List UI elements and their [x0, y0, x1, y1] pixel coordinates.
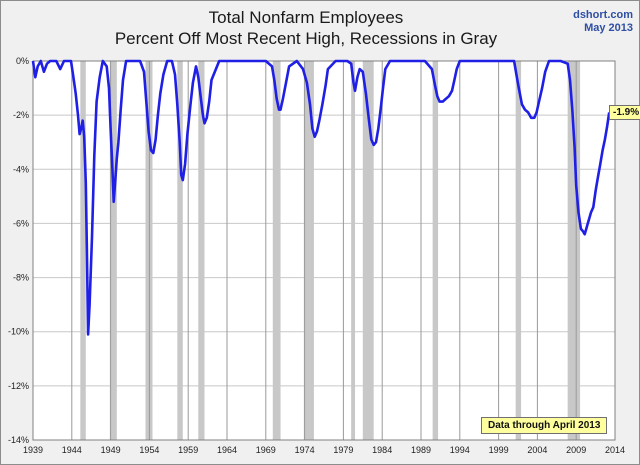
recession-band	[432, 61, 439, 440]
recession-band	[515, 61, 522, 440]
x-tick-label: 2014	[605, 445, 625, 455]
y-tick-label: -6%	[13, 218, 29, 228]
recession-band	[80, 61, 86, 440]
recession-band	[109, 61, 117, 440]
x-tick-label: 1954	[139, 445, 159, 455]
x-tick-label: 1984	[372, 445, 392, 455]
series-line	[31, 59, 611, 336]
last-value-label: -1.9%	[609, 105, 640, 120]
x-tick-label: 1974	[295, 445, 315, 455]
y-tick-label: 0%	[16, 56, 29, 66]
chart-title: Total Nonfarm Employees	[208, 8, 404, 27]
data-through-note: Data through April 2013	[481, 417, 608, 434]
recession-band	[177, 61, 183, 440]
x-tick-label: 1959	[178, 445, 198, 455]
x-tick-label: 1964	[217, 445, 237, 455]
recession-band	[303, 61, 314, 440]
x-tick-label: 2009	[566, 445, 586, 455]
y-tick-label: -10%	[8, 327, 29, 337]
y-tick-label: -14%	[8, 435, 29, 445]
recession-band	[272, 61, 281, 440]
x-tick-label: 1989	[411, 445, 431, 455]
y-tick-label: -4%	[13, 164, 29, 174]
x-tick-label: 1944	[62, 445, 82, 455]
y-tick-label: -12%	[8, 381, 29, 391]
x-tick-label: 1999	[489, 445, 509, 455]
y-tick-label: -8%	[13, 273, 29, 283]
recession-band	[567, 61, 581, 440]
x-tick-label: 1939	[23, 445, 43, 455]
chart-subtitle: Percent Off Most Recent High, Recessions…	[114, 29, 498, 48]
recession-band	[198, 61, 205, 440]
source-credit: dshort.com	[573, 9, 633, 21]
x-tick-label: 1969	[256, 445, 276, 455]
x-tick-label: 1949	[101, 445, 121, 455]
x-tick-label: 2004	[527, 445, 547, 455]
x-tick-label: 1994	[450, 445, 470, 455]
plot-border	[32, 60, 616, 441]
recession-band	[351, 61, 356, 440]
y-tick-label: -2%	[13, 110, 29, 120]
x-tick-label: 1979	[333, 445, 353, 455]
source-date: May 2013	[584, 22, 633, 34]
recession-band	[362, 61, 374, 440]
